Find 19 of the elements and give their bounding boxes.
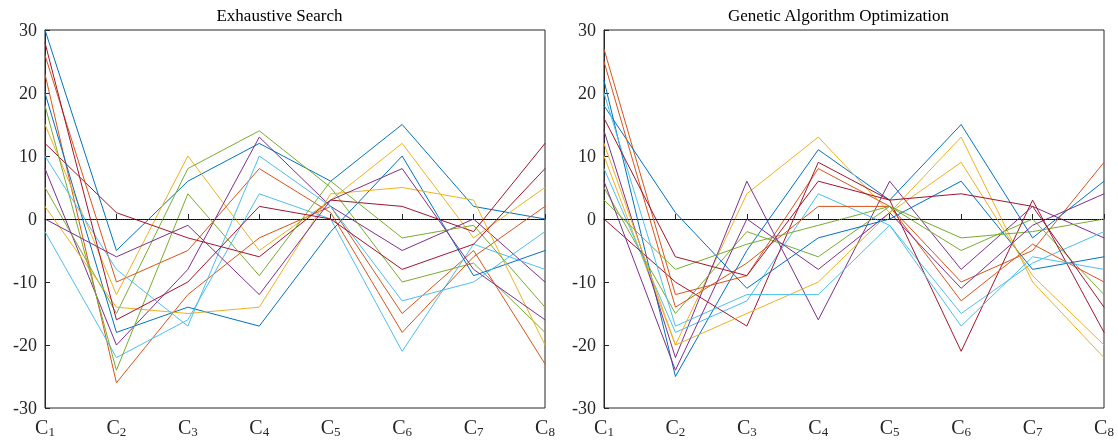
- y-tick-label: 10: [19, 146, 37, 166]
- y-tick-label: 30: [19, 20, 37, 40]
- line-series: [44, 29, 546, 251]
- y-tick-label: -10: [572, 272, 596, 292]
- y-tick-label: 20: [19, 83, 37, 103]
- y-tick-label: -30: [572, 398, 596, 418]
- chart-title: Genetic Algorithm Optimization: [728, 6, 950, 25]
- y-tick-label: 0: [587, 209, 596, 229]
- y-tick-label: -20: [13, 335, 37, 355]
- y-tick-label: -20: [572, 335, 596, 355]
- line-series: [603, 187, 1105, 314]
- y-tick-label: 0: [28, 209, 37, 229]
- line-series: [603, 79, 1105, 377]
- y-tick-label: 10: [578, 146, 596, 166]
- y-tick-label: -10: [13, 272, 37, 292]
- chart-title: Exhaustive Search: [216, 6, 344, 25]
- y-tick-label: -30: [13, 398, 37, 418]
- y-tick-label: 30: [578, 20, 596, 40]
- y-tick-label: 20: [578, 83, 596, 103]
